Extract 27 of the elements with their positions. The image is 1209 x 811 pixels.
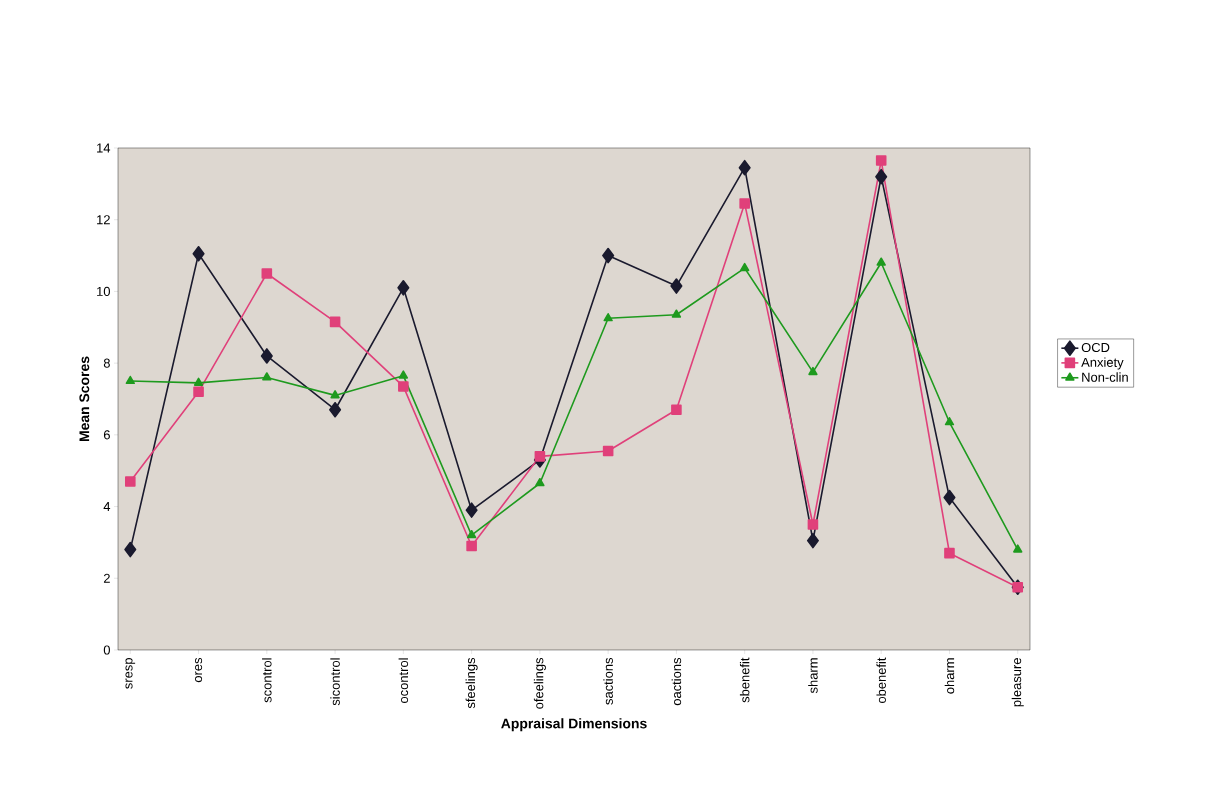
x-tick-label: obenefit — [876, 657, 886, 704]
legend-label: OCD — [1081, 342, 1110, 353]
y-tick-label: 0 — [103, 645, 110, 655]
y-tick-label: 6 — [103, 430, 110, 440]
legend-label: Non-clin — [1082, 372, 1128, 382]
x-tick-label: sresp — [125, 658, 136, 689]
y-tick-label: 12 — [97, 215, 110, 225]
x-tick-label: ores — [195, 657, 203, 683]
x-tick-label: sharm — [808, 658, 818, 694]
x-tick-label: sicontrol — [330, 658, 340, 706]
y-tick-label: 4 — [103, 502, 111, 512]
x-tick-label: pleasure — [1011, 658, 1024, 707]
x-axis-title: Appraisal Dimensions — [501, 718, 647, 732]
y-tick-label: 10 — [97, 286, 110, 296]
y-tick-label: 2 — [103, 573, 110, 583]
x-tick-label: sfeelings — [465, 657, 478, 709]
y-tick-label: 8 — [103, 358, 110, 368]
x-tick-label: sbenefit — [739, 657, 750, 703]
x-tick-label: scontrol — [262, 658, 272, 703]
y-tick-label: 14 — [97, 143, 111, 153]
y-axis-title: Mean Scores — [79, 356, 90, 442]
x-tick-label: ocontrol — [398, 658, 409, 704]
x-tick-label: sactions — [603, 657, 613, 705]
x-tick-label: oharm — [944, 658, 955, 694]
x-tick-label: ofeelings — [533, 657, 546, 709]
legend-label: Anxiety — [1081, 357, 1124, 370]
x-tick-label: oactions — [671, 657, 682, 706]
